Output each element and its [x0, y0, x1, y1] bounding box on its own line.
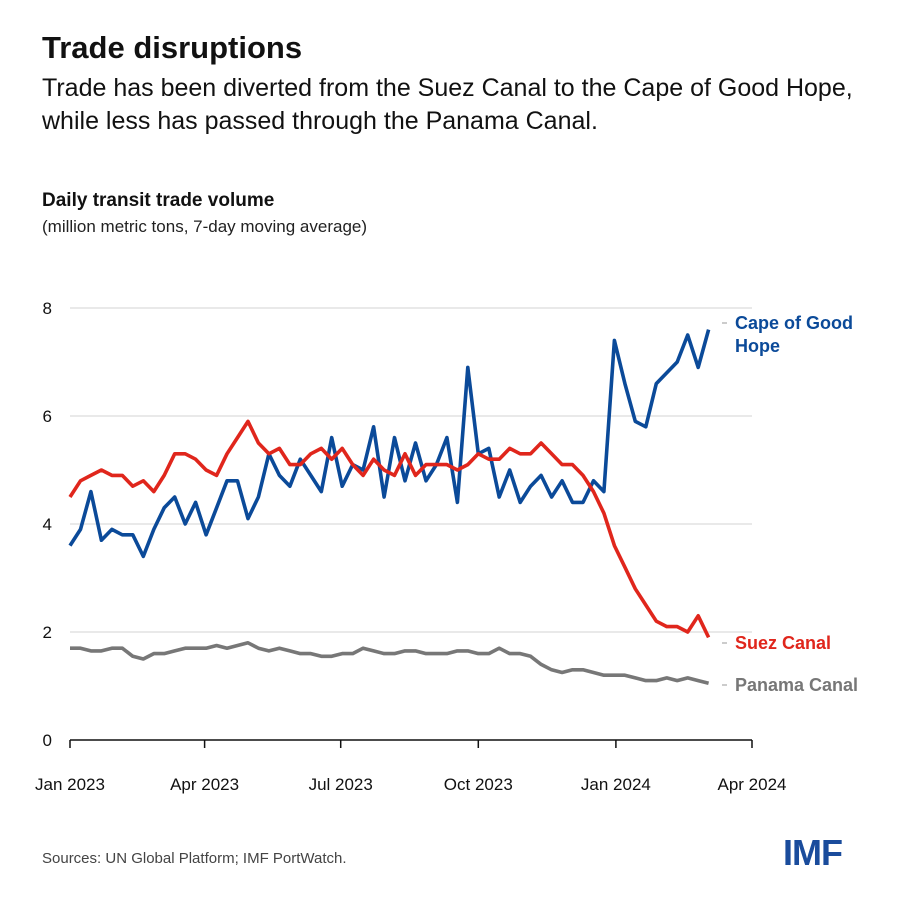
series-line-panama-canal [70, 641, 710, 686]
series-label: Suez Canal [735, 633, 831, 653]
figure-subtitle: Trade has been diverted from the Suez Ca… [42, 74, 853, 135]
chart-units: (million metric tons, 7-day moving avera… [42, 217, 368, 236]
y-tick-label: 8 [43, 299, 52, 318]
chart-title: Daily transit trade volume [42, 190, 275, 211]
x-tick-label: Jan 2024 [581, 775, 651, 794]
series-label: Panama Canal [735, 675, 858, 695]
y-tick-label: 4 [43, 515, 52, 534]
source-note: Sources: UN Global Platform; IMF PortWat… [42, 850, 347, 867]
imf-logo: IMF [783, 832, 843, 873]
y-tick-label: 6 [43, 407, 52, 426]
x-tick-label: Jan 2023 [35, 775, 105, 794]
x-tick-label: Apr 2023 [170, 775, 239, 794]
figure-title: Trade disruptions [42, 30, 303, 65]
series-line-cape-of-good-hope [68, 329, 711, 559]
x-tick-label: Apr 2024 [718, 775, 787, 794]
series-line-suez-canal [68, 419, 711, 639]
y-tick-label: 2 [43, 623, 52, 642]
x-tick-label: Oct 2023 [444, 775, 513, 794]
x-tick-label: Jul 2023 [309, 775, 373, 794]
y-tick-label: 0 [43, 731, 52, 750]
series-label: Cape of Good Hope [735, 313, 853, 356]
